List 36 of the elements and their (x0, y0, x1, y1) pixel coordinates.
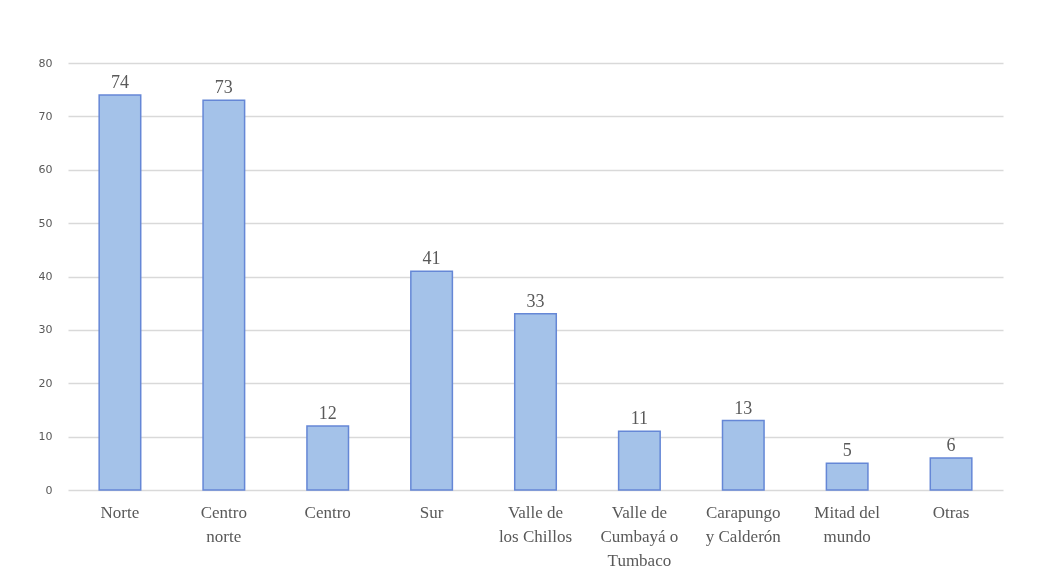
x-tick-label: Carapungo y Calderón (705, 502, 782, 546)
data-label: 13 (734, 397, 753, 418)
x-tick-label: Sur (419, 502, 444, 522)
bar (721, 419, 765, 491)
y-tick-label: 70 (38, 109, 53, 123)
bar (929, 457, 973, 491)
x-tick-label: Centro norte (200, 502, 247, 546)
x-tick-label: Otras (932, 502, 970, 522)
data-label: 12 (318, 402, 337, 423)
x-tick-label: Mitad del mundo (814, 502, 881, 546)
x-tick-label: Centro (304, 502, 351, 522)
data-label: 6 (946, 434, 956, 455)
y-tick-label: 0 (45, 483, 53, 497)
y-tick-label: 30 (38, 323, 53, 337)
data-label: 41 (422, 248, 441, 269)
data-label: 5 (842, 440, 852, 461)
bar (98, 94, 142, 491)
data-label: 74 (110, 72, 129, 93)
y-tick-label: 20 (38, 376, 53, 390)
bar (825, 462, 869, 491)
x-tick-label: Norte (100, 502, 140, 522)
bar (513, 313, 558, 491)
y-tick-label: 50 (38, 216, 53, 230)
y-tick-label: 60 (38, 163, 53, 177)
bar (410, 270, 454, 491)
y-tick-label: 80 (38, 56, 53, 70)
x-tick-label: Valle de los Chillos (498, 502, 573, 546)
bar (202, 99, 246, 491)
bar (617, 430, 661, 491)
bar (306, 425, 350, 491)
data-label: 11 (630, 408, 649, 429)
x-tick-label: Valle de Cumbayá o Tumbaco (600, 502, 679, 570)
y-tick-label: 10 (38, 430, 53, 444)
data-label: 73 (214, 77, 233, 98)
data-label: 33 (526, 290, 545, 311)
y-tick-label: 40 (38, 270, 53, 283)
